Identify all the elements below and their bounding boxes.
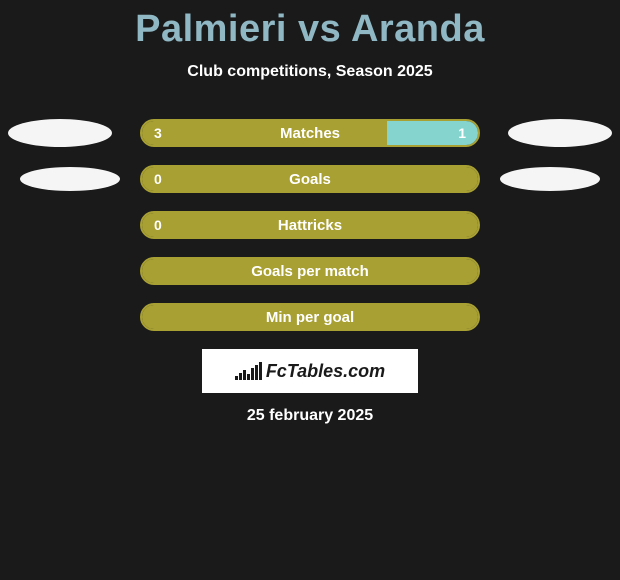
comparison-subtitle: Club competitions, Season 2025 xyxy=(0,63,620,81)
stat-row: Min per goal xyxy=(0,303,620,331)
logo-bar-segment xyxy=(235,376,238,380)
logo-bar-segment xyxy=(239,373,242,380)
player-left-marker xyxy=(20,167,120,191)
player-right-marker xyxy=(508,119,612,147)
date-label: 25 february 2025 xyxy=(0,407,620,425)
bar-chart-icon xyxy=(235,362,262,380)
stat-bar: 0Goals xyxy=(140,165,480,193)
player-left-marker xyxy=(8,119,112,147)
stat-row: 0Hattricks xyxy=(0,211,620,239)
stat-row: Goals per match xyxy=(0,257,620,285)
stat-label: Hattricks xyxy=(142,213,478,237)
stat-bar: 0Hattricks xyxy=(140,211,480,239)
stat-label: Goals xyxy=(142,167,478,191)
comparison-rows: 31Matches 0Goals 0Hattricks Goals per match… xyxy=(0,119,620,331)
player-right-marker xyxy=(500,167,600,191)
fctables-logo: FcTables.com xyxy=(202,349,418,393)
stat-label: Goals per match xyxy=(142,259,478,283)
stat-row: 0Goals xyxy=(0,165,620,193)
logo-bar-segment xyxy=(243,370,246,380)
stat-bar: Min per goal xyxy=(140,303,480,331)
logo-bar-segment xyxy=(247,374,250,380)
stat-row: 31Matches xyxy=(0,119,620,147)
logo-bar-segment xyxy=(255,365,258,380)
stat-bar: Goals per match xyxy=(140,257,480,285)
stat-label: Matches xyxy=(142,121,478,145)
logo-bar-segment xyxy=(259,362,262,380)
stat-label: Min per goal xyxy=(142,305,478,329)
stat-bar: 31Matches xyxy=(140,119,480,147)
logo-bar-segment xyxy=(251,368,254,380)
comparison-title: Palmieri vs Aranda xyxy=(0,0,620,51)
logo-text: FcTables.com xyxy=(266,361,385,382)
